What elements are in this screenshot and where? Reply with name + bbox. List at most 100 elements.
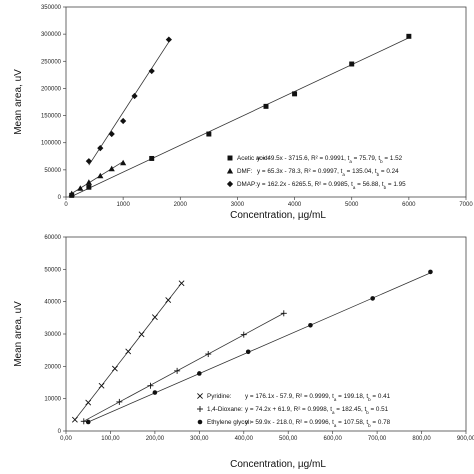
data-point <box>97 172 104 179</box>
x-ticks-top: 0 1000 2000 3000 4000 5000 6000 7000 <box>64 197 473 208</box>
x-tick-label: 100,00 <box>101 436 120 442</box>
data-point <box>245 349 251 355</box>
data-point <box>308 322 313 328</box>
y-ticks-top: 0 50000 100000 150000 200000 250000 300000 3500… <box>41 5 66 201</box>
legend-series-name: 1,4-Dioxane: <box>207 406 243 413</box>
points-bottom <box>71 269 433 425</box>
legend-series-name: Ethylene glycol: <box>207 419 251 426</box>
legend-equation: y = 176.1x - 57.9, R² = 0.9999, ta = 199… <box>245 393 391 402</box>
legend-marker <box>197 393 203 399</box>
data-point <box>138 331 145 338</box>
data-point <box>165 297 172 303</box>
y-tick-label: 60000 <box>44 235 61 241</box>
data-point <box>197 371 202 376</box>
legend-series-name: Pyridine: <box>207 393 232 400</box>
legend-equation: y = 59.9x - 218.0, R² = 0.9996, ta = 107… <box>245 419 391 428</box>
y-tick-label: 50000 <box>44 168 61 174</box>
data-point <box>206 131 212 137</box>
data-point <box>292 91 298 97</box>
legend-equation: y = 74.2x + 61.9, R² = 0.9998, ta = 182.… <box>245 406 389 415</box>
data-point <box>85 179 92 185</box>
data-point <box>147 382 154 389</box>
data-point <box>280 310 287 317</box>
y-tick-label: 0 <box>58 429 62 435</box>
data-point <box>125 348 132 355</box>
x-ticks-bottom: 0,00 100,00 200,00 300,00 400,00 500,00 600,00… <box>60 431 474 442</box>
y-tick-label: 30000 <box>44 332 61 338</box>
data-point <box>120 159 127 166</box>
legend-bottom: Pyridine: y = 176.1x - 57.9, R² = 0.9999,… <box>197 393 391 428</box>
legend-equation: y = 65.3x - 78.3, R² = 0.9997, ta = 135.… <box>257 168 399 177</box>
fit-line-2 <box>88 41 170 166</box>
x-tick-label: 800,00 <box>412 436 431 442</box>
chart-top: 0500001000001500002000002500003000003500… <box>13 5 473 221</box>
data-point <box>240 331 247 338</box>
plot-area-bottom <box>65 236 467 432</box>
y-axis-label-top: Mean area, uV <box>13 69 24 135</box>
data-point <box>165 36 172 43</box>
data-point <box>148 67 155 75</box>
legend-top: Acetic acid:y = 49.5x - 3715.6, R² = 0.9… <box>226 155 406 190</box>
fit-line-1 <box>83 312 284 422</box>
y-tick-label: 250000 <box>41 59 62 65</box>
y-tick-label: 40000 <box>44 300 61 306</box>
y-ticks-bottom: 0 10000 20000 30000 40000 50000 60000 <box>44 235 66 435</box>
data-point <box>152 390 158 395</box>
legend-marker <box>197 419 203 425</box>
data-point <box>149 155 155 161</box>
y-tick-label: 150000 <box>41 114 62 120</box>
data-point <box>85 158 92 165</box>
y-tick-label: 10000 <box>44 397 61 403</box>
x-tick-label: 5000 <box>345 202 359 208</box>
x-tick-label: 200,00 <box>146 436 165 442</box>
legend-marker <box>226 180 234 188</box>
legend-marker <box>226 167 234 174</box>
legend-series-name: DMAP: <box>237 181 257 188</box>
x-tick-label: 4000 <box>288 202 302 208</box>
data-point <box>349 61 355 67</box>
data-point <box>131 92 138 100</box>
x-tick-label: 700,00 <box>368 436 387 442</box>
data-point <box>406 33 412 39</box>
data-point <box>85 399 92 406</box>
legend-marker <box>197 406 203 412</box>
data-point <box>178 280 185 287</box>
legend-series-name: Acetic acid: <box>237 155 269 162</box>
data-point <box>77 185 84 191</box>
y-tick-label: 100000 <box>41 141 62 147</box>
data-point <box>71 416 78 423</box>
x-tick-label: 500,00 <box>279 436 298 442</box>
data-point <box>205 351 212 358</box>
x-tick-label: 2000 <box>174 202 188 208</box>
y-tick-label: 20000 <box>44 364 61 370</box>
y-tick-label: 350000 <box>41 5 62 11</box>
y-tick-label: 300000 <box>41 32 62 38</box>
y-tick-label: 50000 <box>44 267 61 273</box>
x-tick-label: 7000 <box>459 202 473 208</box>
data-point <box>428 269 433 275</box>
y-tick-label: 200000 <box>41 86 62 92</box>
y-tick-label: 0 <box>58 195 62 201</box>
data-point <box>98 382 105 389</box>
data-point <box>120 117 127 125</box>
data-point <box>116 398 123 405</box>
x-tick-label: 3000 <box>231 202 245 208</box>
chart-bottom: 0 10000 20000 30000 40000 50000 60000 0,00 100,… <box>13 235 474 470</box>
data-point <box>68 190 75 197</box>
x-tick-label: 900,00 <box>457 436 474 442</box>
legend-equation: y = 162.2x - 6265.5, R² = 0.9985, ta = 5… <box>257 181 406 190</box>
x-tick-label: 6000 <box>402 202 416 208</box>
legend-equation: y = 49.5x - 3715.6, R² = 0.9991, ta = 75… <box>257 155 403 164</box>
plot-area-top <box>65 6 467 198</box>
data-point <box>80 418 87 425</box>
data-point <box>97 145 104 152</box>
legend-marker <box>227 155 233 161</box>
x-tick-label: 0 <box>64 202 68 208</box>
x-tick-label: 1000 <box>116 202 130 208</box>
x-tick-label: 600,00 <box>323 436 342 442</box>
x-tick-label: 300,00 <box>190 436 209 442</box>
x-tick-label: 0,00 <box>60 436 72 442</box>
legend-series-name: DMF: <box>237 168 253 175</box>
points-top <box>68 33 412 198</box>
data-point <box>370 296 375 301</box>
